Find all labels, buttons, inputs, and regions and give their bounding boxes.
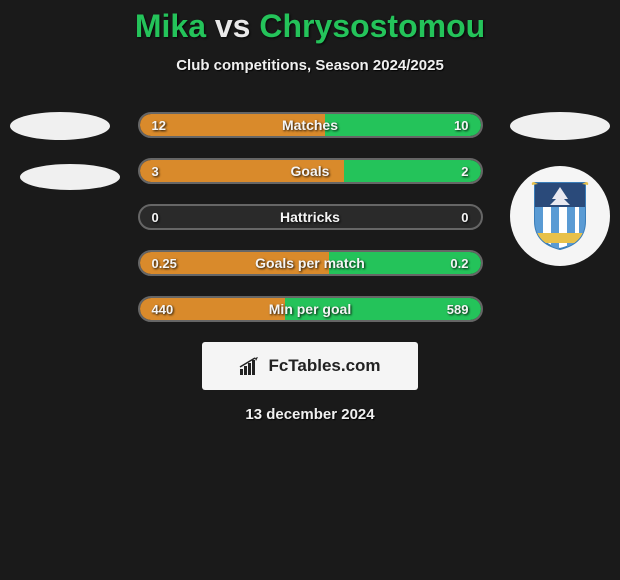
stat-row-goals-per-match: 0.25 Goals per match 0.2 [138, 250, 483, 276]
date-text: 13 december 2024 [0, 406, 620, 423]
stat-label: Hattricks [140, 206, 481, 228]
stat-value-right: 0 [461, 206, 468, 228]
brand-box[interactable]: FcTables.com [202, 342, 418, 390]
stat-label: Goals per match [140, 252, 481, 274]
stat-row-min-per-goal: 440 Min per goal 589 [138, 296, 483, 322]
stat-value-right: 2 [461, 160, 468, 182]
player2-club-logo [510, 166, 610, 266]
stats-section: 12 Matches 10 3 Goals 2 0 Hattricks 0 0.… [0, 112, 620, 423]
shield-icon [530, 181, 590, 251]
player1-club-placeholder-2 [20, 164, 120, 190]
stat-label: Matches [140, 114, 481, 136]
comparison-widget: Mika vs Chrysostomou Club competitions, … [0, 0, 620, 423]
bar-chart-icon [239, 357, 263, 375]
player1-club-placeholder-1 [10, 112, 110, 140]
stat-value-right: 589 [447, 298, 469, 320]
subtitle: Club competitions, Season 2024/2025 [0, 57, 620, 74]
stat-row-hattricks: 0 Hattricks 0 [138, 204, 483, 230]
stat-value-right: 0.2 [450, 252, 468, 274]
brand-label: FcTables.com [239, 356, 380, 376]
vs-text: vs [215, 8, 251, 44]
stat-row-matches: 12 Matches 10 [138, 112, 483, 138]
page-title: Mika vs Chrysostomou [0, 8, 620, 45]
stat-row-goals: 3 Goals 2 [138, 158, 483, 184]
player1-name: Mika [135, 8, 206, 44]
player2-club-placeholder-1 [510, 112, 610, 140]
stat-value-right: 10 [454, 114, 468, 136]
brand-text: FcTables.com [268, 356, 380, 376]
stat-label: Goals [140, 160, 481, 182]
player2-name: Chrysostomou [259, 8, 485, 44]
stat-label: Min per goal [140, 298, 481, 320]
